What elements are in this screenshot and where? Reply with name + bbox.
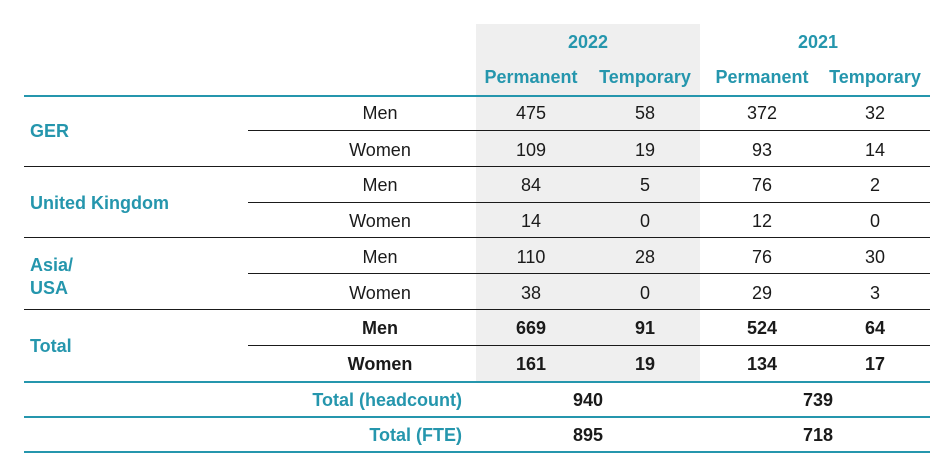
value-cell: 475 [515, 103, 547, 123]
permanent-2022-header: Permanent [484, 67, 578, 87]
row-divider [248, 130, 930, 131]
value-cell: 372 [746, 103, 778, 123]
temporary-2021-header: Temporary [829, 67, 921, 87]
value-cell: 110 [516, 247, 546, 267]
total-fte-2021: 718 [802, 425, 834, 445]
row-divider [248, 273, 930, 274]
gender-cell: Women [347, 354, 413, 374]
year-2021-header: 2021 [797, 32, 839, 52]
value-cell: 38 [520, 283, 542, 303]
value-cell: 14 [520, 211, 542, 231]
header-rule [24, 95, 930, 97]
value-cell: 669 [515, 318, 547, 338]
value-cell: 134 [746, 354, 778, 374]
value-cell: 109 [515, 140, 547, 160]
value-cell: 5 [639, 175, 650, 195]
row-divider [248, 202, 930, 203]
value-cell: 30 [864, 247, 886, 267]
total-fte-label: Total (FTE) [369, 425, 462, 445]
total-fte-2022: 895 [572, 425, 604, 445]
totals-rule [24, 381, 930, 383]
value-cell: 0 [639, 211, 650, 231]
value-cell: 64 [864, 318, 886, 338]
gender-cell: Women [349, 140, 411, 160]
value-cell: 58 [634, 103, 656, 123]
gender-cell: Men [362, 103, 398, 123]
gender-cell: Men [362, 247, 398, 267]
group-label-usa: USA [30, 278, 69, 298]
value-cell: 19 [634, 140, 656, 160]
permanent-2021-header: Permanent [715, 67, 809, 87]
value-cell: 3 [869, 283, 880, 303]
value-cell: 12 [751, 211, 773, 231]
value-cell: 84 [520, 175, 542, 195]
value-cell: 19 [634, 354, 656, 374]
value-cell: 17 [864, 354, 886, 374]
value-cell: 161 [515, 354, 547, 374]
value-cell: 0 [639, 283, 650, 303]
temporary-2022-header: Temporary [599, 67, 691, 87]
gender-cell: Men [362, 318, 398, 338]
value-cell: 91 [634, 318, 656, 338]
group-label-total: Total [30, 336, 72, 356]
value-cell: 524 [746, 318, 778, 338]
value-cell: 32 [864, 103, 886, 123]
group-divider [24, 166, 930, 167]
headcount-rule [24, 416, 930, 418]
gender-cell: Women [349, 211, 411, 231]
gender-cell: Men [362, 175, 398, 195]
value-cell: 0 [869, 211, 880, 231]
group-divider [24, 309, 930, 310]
group-label-ger: GER [30, 121, 70, 141]
row-divider [248, 345, 930, 346]
group-label-asia: Asia/ [30, 255, 74, 275]
total-headcount-2021: 739 [802, 390, 834, 410]
group-label-uk: United Kingdom [30, 193, 169, 213]
value-cell: 29 [751, 283, 773, 303]
year-2022-header: 2022 [567, 32, 609, 52]
value-cell: 14 [864, 140, 886, 160]
value-cell: 93 [751, 140, 773, 160]
value-cell: 76 [751, 175, 773, 195]
gender-cell: Women [349, 283, 411, 303]
value-cell: 2 [869, 175, 880, 195]
group-divider [24, 237, 930, 238]
total-headcount-label: Total (headcount) [312, 390, 462, 410]
total-headcount-2022: 940 [572, 390, 604, 410]
bottom-rule [24, 451, 930, 453]
value-cell: 76 [751, 247, 773, 267]
value-cell: 28 [634, 247, 656, 267]
